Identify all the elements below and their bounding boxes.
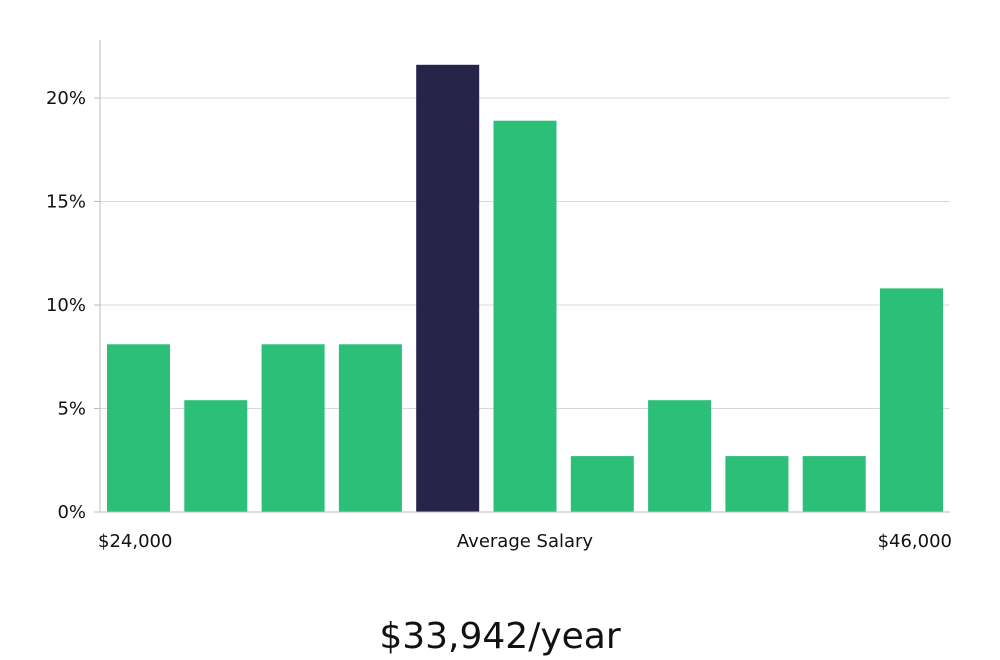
bar — [338, 344, 402, 512]
x-label-min: $24,000 — [98, 531, 172, 552]
y-tick-label: 20% — [46, 88, 86, 109]
bar-average — [416, 64, 480, 513]
bar — [107, 344, 170, 512]
bars — [107, 64, 943, 513]
y-tick-label: 10% — [46, 295, 86, 316]
bar — [648, 400, 712, 512]
y-tick-label: 0% — [57, 502, 86, 523]
average-salary-summary: $33,942/year — [379, 616, 621, 657]
y-tick-labels: 0% 5% 10% 15% 20% — [46, 88, 86, 523]
axes — [94, 40, 950, 513]
bar — [880, 288, 943, 512]
y-tick-label: 5% — [57, 398, 86, 419]
bar — [261, 344, 325, 512]
bar — [493, 120, 557, 512]
bar — [802, 456, 866, 512]
bar — [184, 400, 248, 512]
y-tick-label: 15% — [46, 191, 86, 212]
bar — [570, 456, 634, 512]
x-label-max: $46,000 — [878, 531, 952, 552]
bar — [725, 456, 789, 512]
x-label-average: Average Salary — [457, 531, 594, 552]
